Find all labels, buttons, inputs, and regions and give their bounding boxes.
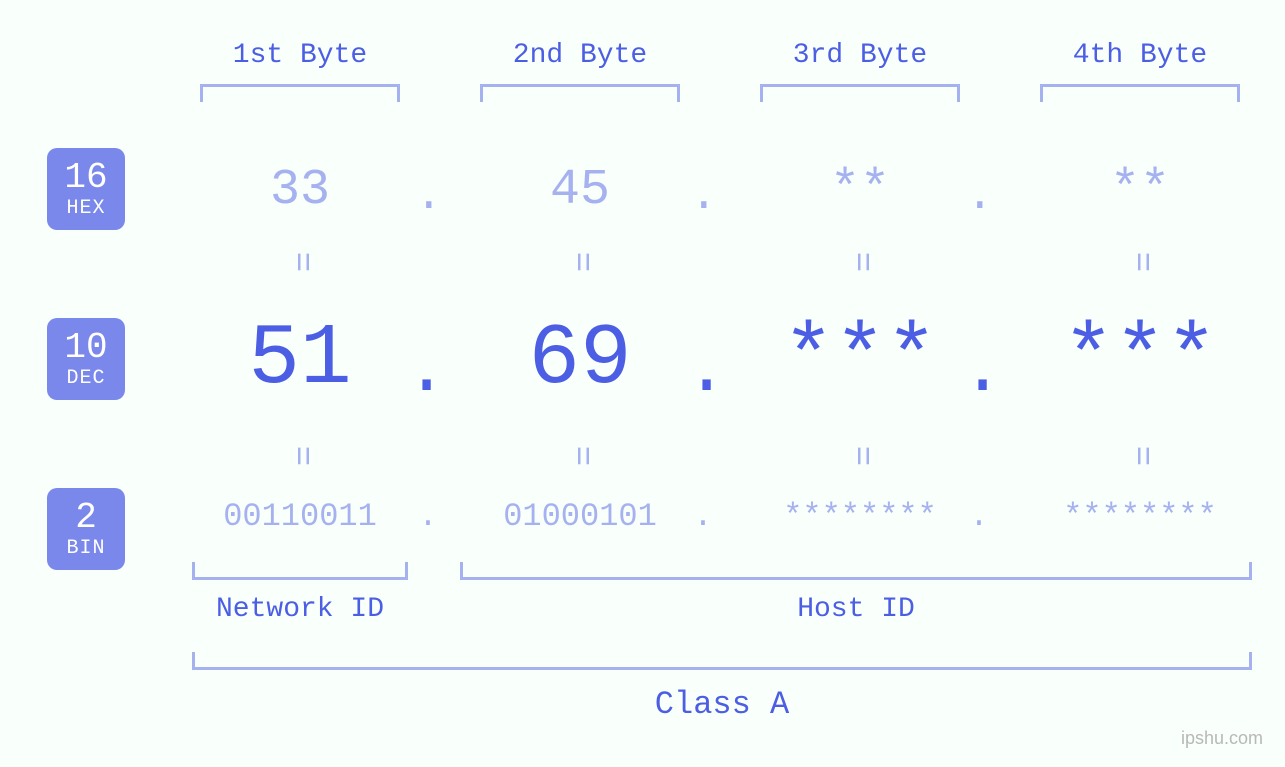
- eq-1-1: =: [281, 252, 319, 272]
- bin-dot-3: .: [969, 498, 989, 535]
- byte-header-2: 2nd Byte: [510, 40, 650, 71]
- bin-dot-1: .: [418, 498, 438, 535]
- dec-dot-1: .: [405, 330, 435, 412]
- bin-byte-2: 01000101: [450, 498, 710, 535]
- dec-byte-3: ***: [740, 310, 980, 408]
- dec-byte-2: 69: [460, 310, 700, 408]
- byte-header-1: 1st Byte: [230, 40, 370, 71]
- hex-dot-2: .: [690, 170, 710, 222]
- top-bracket-3: [760, 84, 960, 102]
- badge-bin-label: BIN: [66, 538, 105, 559]
- host-bracket: [460, 562, 1252, 580]
- badge-bin: 2 BIN: [47, 488, 125, 570]
- eq-2-2: =: [561, 446, 599, 466]
- eq-2-3: =: [841, 446, 879, 466]
- top-bracket-2: [480, 84, 680, 102]
- byte-header-3: 3rd Byte: [790, 40, 930, 71]
- eq-2-4: =: [1121, 446, 1159, 466]
- bin-dot-2: .: [693, 498, 713, 535]
- eq-1-3: =: [841, 252, 879, 272]
- badge-dec-number: 10: [64, 329, 107, 367]
- hex-byte-2: 45: [460, 162, 700, 219]
- hex-dot-3: .: [966, 170, 986, 222]
- dec-dot-3: .: [961, 330, 991, 412]
- dec-dot-2: .: [685, 330, 715, 412]
- dec-byte-4: ***: [1020, 310, 1260, 408]
- bin-byte-3: ********: [730, 498, 990, 535]
- ip-diagram: 1st Byte 2nd Byte 3rd Byte 4th Byte 16 H…: [0, 0, 1285, 767]
- hex-byte-1: 33: [180, 162, 420, 219]
- badge-hex-number: 16: [64, 159, 107, 197]
- top-bracket-1: [200, 84, 400, 102]
- hex-byte-4: **: [1020, 162, 1260, 219]
- dec-byte-1: 51: [180, 310, 420, 408]
- badge-dec: 10 DEC: [47, 318, 125, 400]
- badge-hex: 16 HEX: [47, 148, 125, 230]
- network-id-label: Network ID: [192, 594, 408, 625]
- network-bracket: [192, 562, 408, 580]
- eq-2-1: =: [281, 446, 319, 466]
- eq-1-2: =: [561, 252, 599, 272]
- byte-header-4: 4th Byte: [1070, 40, 1210, 71]
- bin-byte-4: ********: [1010, 498, 1270, 535]
- host-id-label: Host ID: [460, 594, 1252, 625]
- badge-dec-label: DEC: [66, 368, 105, 389]
- watermark: ipshu.com: [1181, 728, 1263, 749]
- hex-dot-1: .: [415, 170, 435, 222]
- bin-byte-1: 00110011: [170, 498, 430, 535]
- badge-bin-number: 2: [75, 499, 97, 537]
- class-bracket: [192, 652, 1252, 670]
- class-label: Class A: [192, 686, 1252, 723]
- hex-byte-3: **: [740, 162, 980, 219]
- badge-hex-label: HEX: [66, 198, 105, 219]
- top-bracket-4: [1040, 84, 1240, 102]
- eq-1-4: =: [1121, 252, 1159, 272]
